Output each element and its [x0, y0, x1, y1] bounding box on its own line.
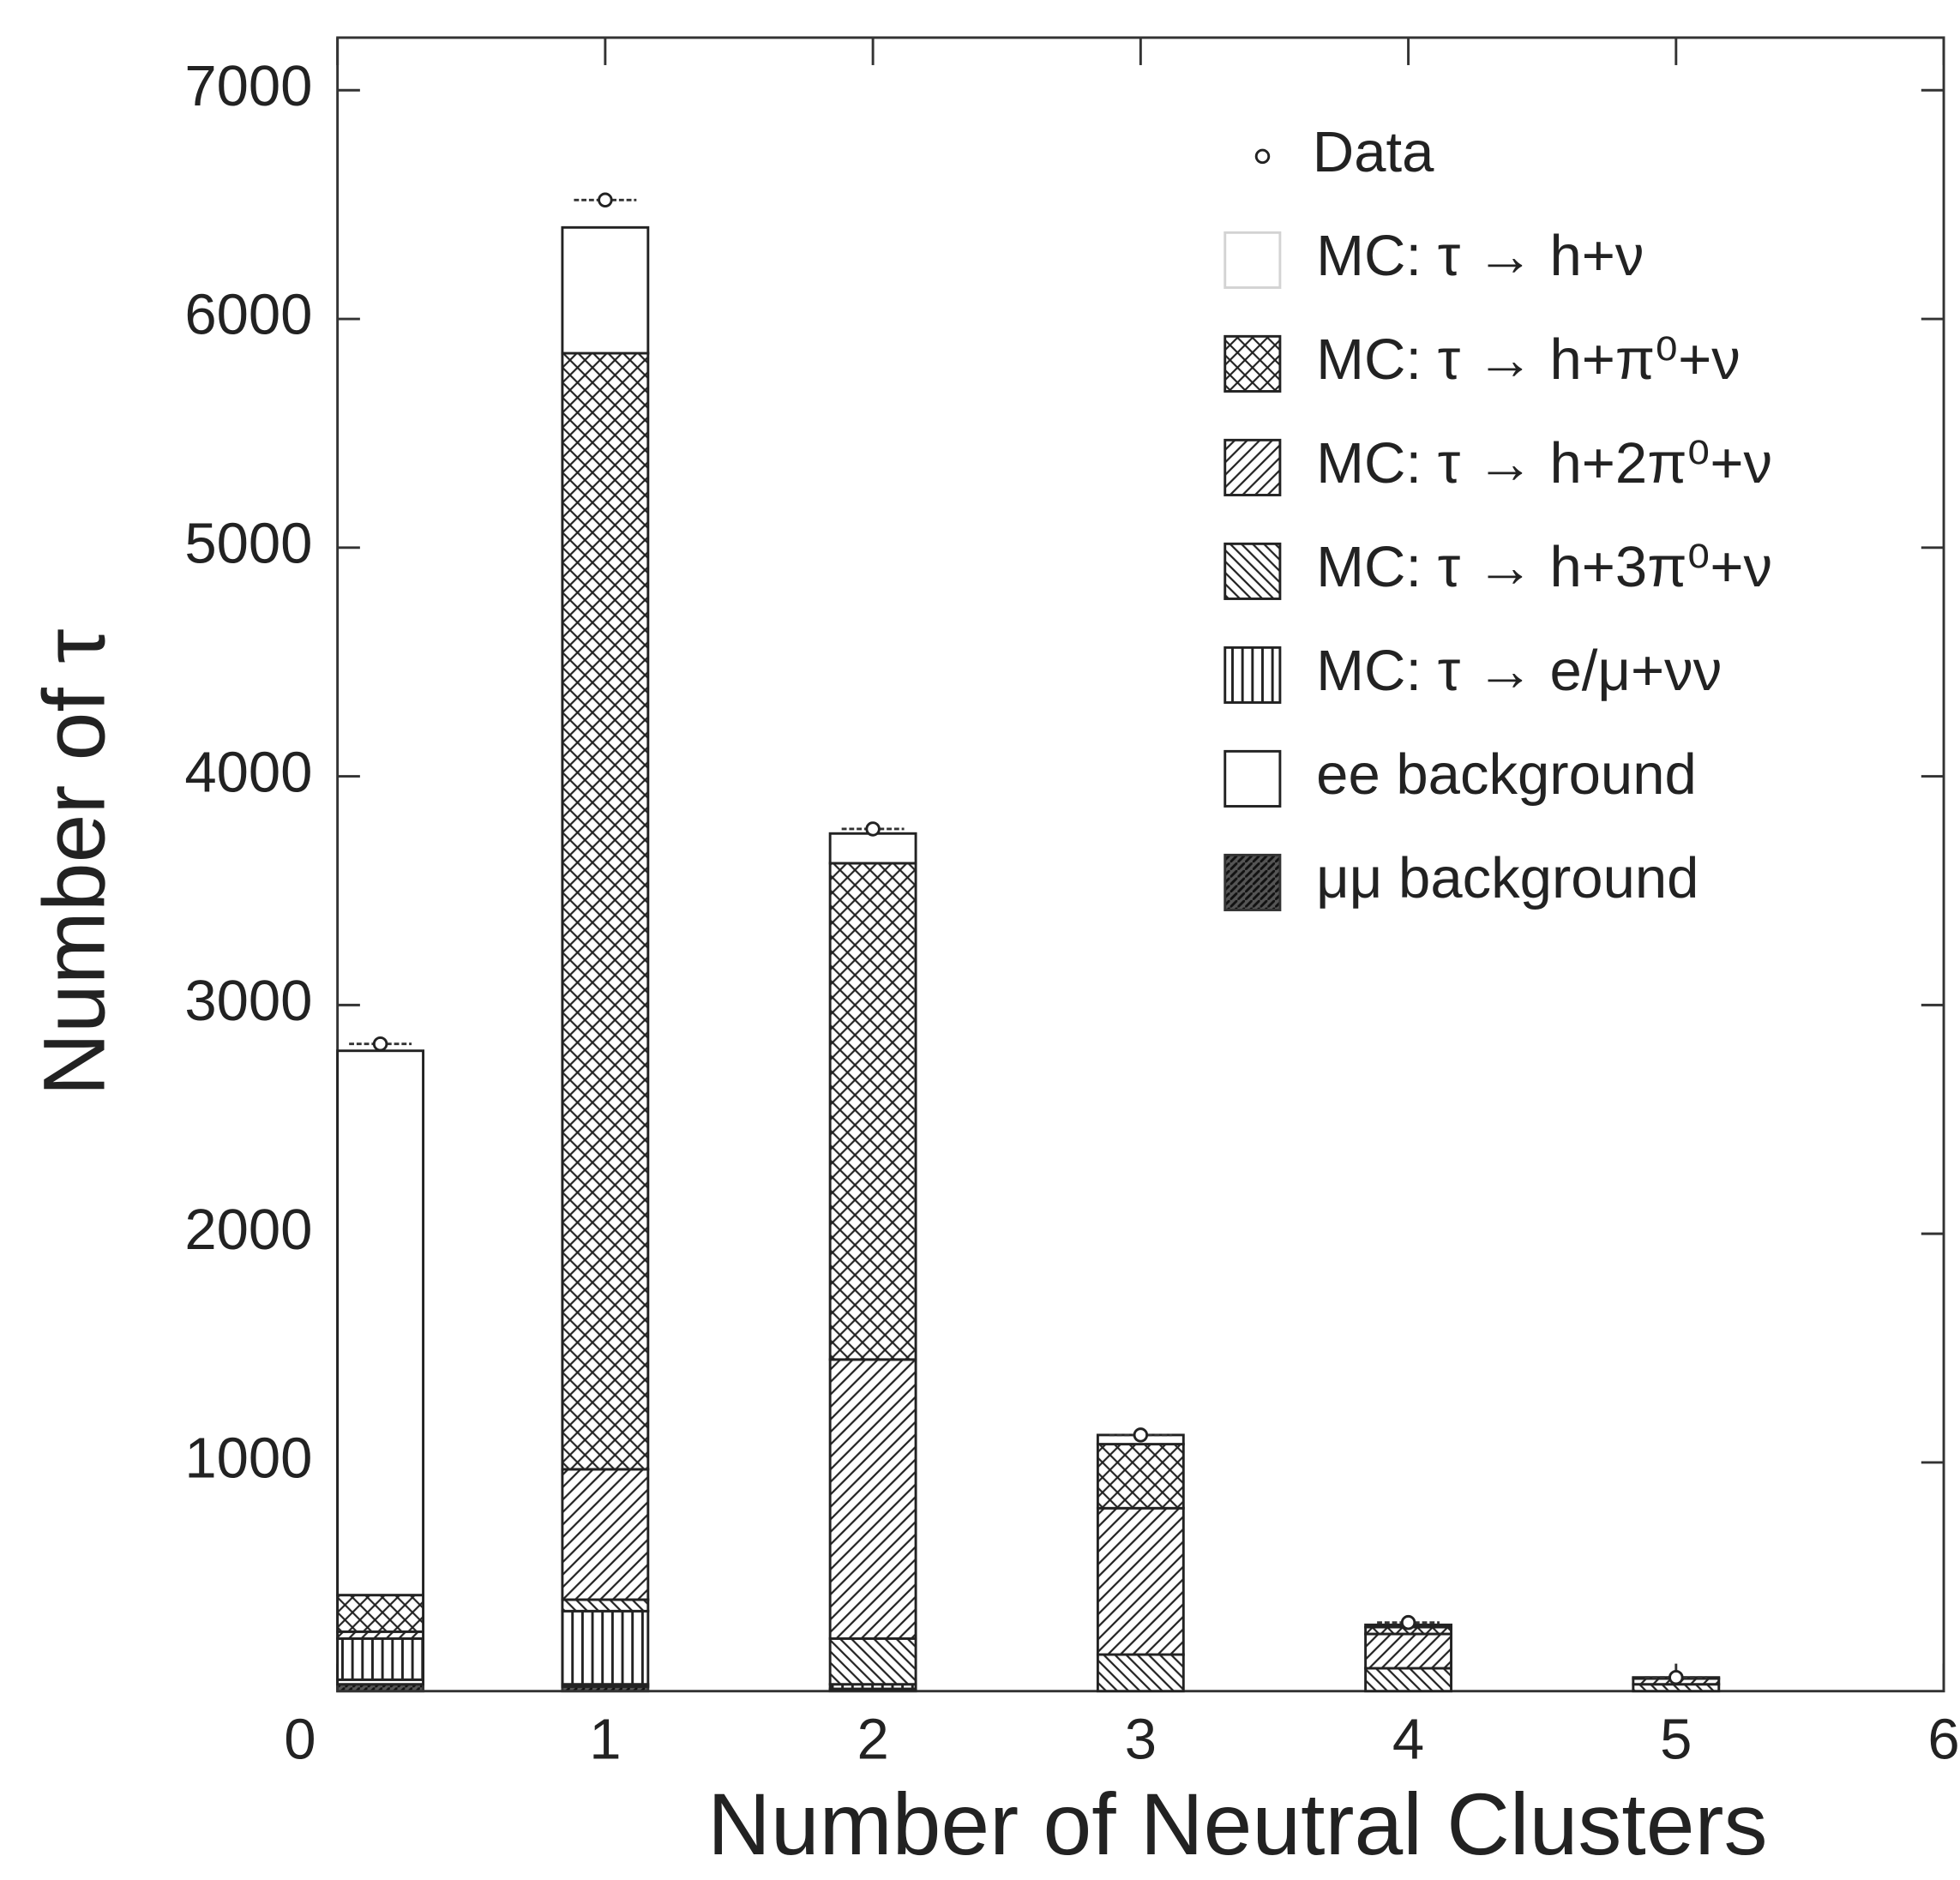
legend-label: MC: τ → h+π⁰+ν — [1316, 327, 1741, 392]
legend-label: MC: τ → e/μ+νν — [1316, 639, 1722, 703]
x-tick-label: 2 — [857, 1708, 888, 1772]
x-tick-label: 3 — [1125, 1708, 1157, 1772]
y-tick-label: 3000 — [184, 969, 312, 1033]
legend-label: MC: τ → h+2π⁰+ν — [1316, 431, 1772, 496]
legend-label: μμ background — [1316, 846, 1698, 910]
data-point — [1668, 1669, 1684, 1685]
data-point — [372, 1036, 388, 1052]
legend-swatch — [1223, 542, 1282, 600]
y-tick-label: 7000 — [184, 54, 312, 118]
bar-segment — [561, 1609, 650, 1686]
y-tick-label: 6000 — [184, 283, 312, 347]
x-tick-label: 0 — [284, 1708, 316, 1772]
bar-segment — [561, 1468, 650, 1601]
bar-segment — [336, 1594, 425, 1633]
legend-swatch — [1223, 438, 1282, 496]
x-tick-label: 6 — [1927, 1708, 1959, 1772]
x-axis-label: Number of Neutral Clusters — [707, 1775, 1767, 1873]
bar-segment — [336, 1637, 425, 1681]
x-tick-label: 1 — [589, 1708, 621, 1772]
bar-segment — [828, 832, 917, 865]
bar-segment — [336, 1049, 425, 1597]
legend-swatch — [1223, 853, 1282, 911]
bar-segment — [828, 1358, 917, 1640]
legend-swatch — [1223, 646, 1282, 704]
bar-segment — [1096, 1506, 1185, 1656]
bar-segment — [561, 1598, 650, 1613]
x-tick-label: 4 — [1392, 1708, 1424, 1772]
legend-swatch — [1223, 749, 1282, 808]
legend-marker — [1254, 148, 1271, 165]
legend-label: ee background — [1316, 742, 1697, 807]
data-point — [1133, 1427, 1149, 1443]
legend-label: Data — [1313, 120, 1434, 184]
bar-segment — [1364, 1632, 1452, 1670]
y-tick-label: 4000 — [184, 740, 312, 804]
bar-segment — [561, 225, 650, 355]
bar-segment — [561, 351, 650, 1471]
x-tick-label: 5 — [1660, 1708, 1692, 1772]
y-axis-label: Number of τ — [26, 629, 123, 1096]
data-point — [598, 192, 613, 208]
legend-label: MC: τ → h+3π⁰+ν — [1316, 535, 1772, 599]
legend-swatch — [1223, 334, 1282, 393]
legend-label: MC: τ → h+ν — [1316, 224, 1644, 288]
bar-segment — [828, 862, 917, 1361]
y-tick-label: 2000 — [184, 1198, 312, 1262]
bar-segment — [1364, 1667, 1452, 1693]
data-point — [1400, 1614, 1416, 1631]
bar-segment — [1096, 1443, 1185, 1510]
bar-segment — [1096, 1653, 1185, 1693]
data-point — [865, 821, 881, 837]
legend-swatch — [1223, 231, 1282, 289]
y-tick-label: 5000 — [184, 512, 312, 576]
y-tick-label: 1000 — [184, 1427, 312, 1491]
bar-segment — [828, 1637, 917, 1686]
